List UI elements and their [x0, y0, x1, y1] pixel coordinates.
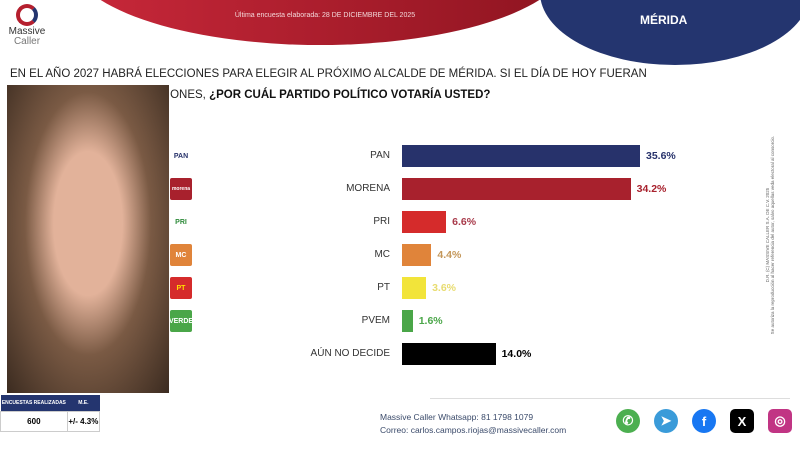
party-logo-mc: MC [170, 244, 192, 266]
stats-table: ENCUESTAS REALIZADAS M.E. 600 +/- 4.3% [0, 395, 101, 432]
instagram-icon[interactable]: ◎ [768, 409, 792, 433]
telegram-icon[interactable]: ➤ [654, 409, 678, 433]
party-logo-verde: VERDE [169, 310, 193, 332]
bar-morena [402, 178, 631, 200]
bar-aún-no-decide [402, 343, 496, 365]
header-red-band [70, 0, 570, 45]
logo-text: Caller [13, 36, 41, 47]
category-label: AÚN NO DECIDE [310, 348, 390, 359]
party-logo-pt: PT [170, 277, 192, 299]
party-logo-pri: PRI [170, 211, 192, 233]
facebook-icon[interactable]: f [692, 409, 716, 433]
bar-pt [402, 277, 427, 299]
survey-date: Última encuesta elaborada: 28 DE DICIEMB… [234, 12, 416, 19]
person-photo [7, 85, 169, 393]
data-label: 14.0% [501, 348, 532, 360]
legal-notice: D.R. (C) MASSIVE CALLER S.A. DE C.V. 202… [765, 85, 775, 385]
logo-text: Massive [8, 26, 46, 37]
header-blue-band [540, 0, 800, 65]
x-icon[interactable]: X [730, 409, 754, 433]
email-contact[interactable]: Correo: carlos.campos.riojas@massivecall… [380, 425, 567, 435]
data-label: 35.6% [646, 150, 676, 162]
bar-pri [402, 211, 447, 233]
party-logo-pan: PAN [170, 145, 192, 167]
city-title: MÉRIDA [640, 13, 688, 27]
bar-pvem [402, 310, 413, 332]
bar-mc [402, 244, 432, 266]
massive-caller-logo: Massive Caller [2, 4, 52, 47]
party-logo-morena: morena [170, 178, 192, 200]
legal-line: Se autoriza la reproducción al hacer ref… [770, 135, 775, 335]
header-margin: M.E. [67, 395, 100, 411]
bar-pan [402, 145, 640, 167]
category-label: PRI [373, 216, 390, 227]
category-label: MC [374, 249, 390, 260]
data-label: 1.6% [418, 315, 443, 327]
data-label: 6.6% [452, 216, 477, 228]
whatsapp-icon[interactable]: ✆ [616, 409, 640, 433]
whatsapp-contact: Massive Caller Whatsapp: 81 1798 1079 [380, 412, 534, 422]
contact-info: Massive Caller Whatsapp: 81 1798 1079 Co… [380, 411, 566, 437]
header-surveys: ENCUESTAS REALIZADAS [0, 395, 68, 411]
logo-mark-icon [16, 4, 38, 26]
category-label: PAN [370, 150, 390, 161]
question-line-1: EN EL AÑO 2027 HABRÁ ELECCIONES PARA ELE… [10, 68, 647, 80]
category-label: MORENA [346, 183, 390, 194]
surveys-value: 600 [0, 410, 68, 432]
divider [430, 398, 790, 399]
margin-value: +/- 4.3% [66, 410, 101, 432]
data-label: 3.6% [432, 282, 456, 294]
data-label: 34.2% [636, 183, 667, 195]
category-label: PT [377, 282, 390, 293]
category-label: PVEM [361, 315, 390, 326]
question-bold: ¿POR CUÁL PARTIDO POLÍTICO VOTARÍA USTED… [209, 89, 491, 101]
data-label: 4.4% [437, 249, 462, 261]
